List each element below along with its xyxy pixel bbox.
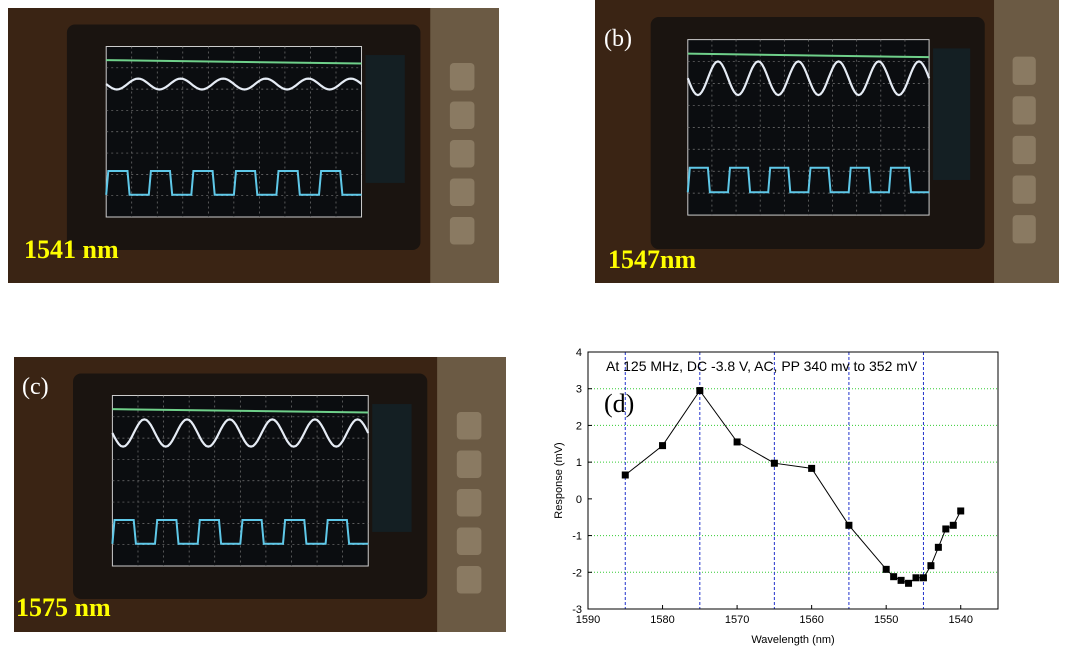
x-axis-label: Wavelength (nm) [751, 634, 834, 646]
plot-frame [587, 351, 999, 610]
button [449, 140, 475, 168]
button [456, 412, 482, 440]
trace-cyan [111, 519, 369, 545]
x-tick-label: 1590 [576, 614, 600, 626]
button [456, 489, 482, 517]
y-axis-label: Response (mV) [553, 442, 565, 518]
data-point [957, 507, 965, 515]
button [1012, 135, 1036, 165]
data-point [882, 565, 890, 573]
data-point [942, 525, 950, 533]
data-point [919, 574, 927, 582]
y-tick-label: 4 [576, 347, 582, 359]
data-point [845, 521, 853, 529]
data-point [934, 543, 942, 551]
data-point [890, 573, 898, 581]
data-point [949, 521, 957, 529]
y-tick-label: -3 [572, 604, 582, 616]
button [456, 566, 482, 594]
readout [365, 55, 405, 183]
data-point [912, 574, 920, 582]
x-tick-label: 1580 [650, 614, 674, 626]
button [1012, 56, 1036, 85]
data-point [696, 387, 704, 395]
button [1012, 215, 1036, 244]
button [1012, 96, 1036, 125]
x-tick-label: 1540 [948, 614, 972, 626]
data-point [621, 471, 629, 479]
panel-label: 1547nm [608, 245, 696, 274]
photo-panel-c [14, 357, 506, 632]
y-tick-label: 2 [576, 420, 582, 432]
y-tick-label: -2 [572, 567, 582, 579]
data-point [733, 438, 741, 446]
data-point [770, 459, 778, 467]
button [456, 450, 482, 478]
data-line [624, 389, 962, 584]
button [449, 178, 475, 206]
trace-white [111, 418, 370, 448]
data-point [808, 464, 816, 472]
trace-green [112, 408, 369, 414]
trace-white [686, 60, 931, 97]
y-tick-label: -1 [572, 531, 582, 543]
x-tick-label: 1550 [874, 614, 898, 626]
trace-cyan [686, 166, 930, 194]
photo-panel-a [8, 8, 499, 283]
readout [372, 404, 412, 532]
data-point [927, 562, 935, 570]
x-tick-label: 1570 [725, 614, 749, 626]
button [449, 217, 475, 245]
data-point [905, 579, 913, 587]
data-point [897, 576, 905, 584]
panel-label: 1575 nm [16, 593, 111, 622]
x-tick-label: 1560 [799, 614, 823, 626]
panel-tag: (b) [604, 26, 632, 52]
readout [933, 48, 971, 180]
trace-cyan [105, 170, 362, 196]
data-point [659, 442, 667, 450]
chart-title: At 125 MHz, DC -3.8 V, AC, PP 340 mv to … [606, 358, 918, 374]
chart-d: -3 -2 -1 0 1 2 3 4 1590 1580 1570 1560 1550 1540 Wavel… [553, 347, 999, 646]
button [449, 63, 475, 91]
button [1012, 175, 1036, 204]
trace-green [106, 59, 362, 65]
y-tick-label: 0 [576, 494, 582, 506]
button [456, 527, 482, 555]
photo-panel-b [595, 0, 1059, 283]
trace-white [105, 77, 363, 91]
annotation: (d) [604, 389, 634, 418]
panel-label: 1541 nm [24, 235, 119, 264]
button [449, 101, 475, 129]
y-tick-label: 3 [576, 384, 582, 396]
trace-green [687, 52, 930, 59]
panel-tag: (c) [22, 374, 49, 400]
y-tick-label: 1 [576, 457, 582, 469]
